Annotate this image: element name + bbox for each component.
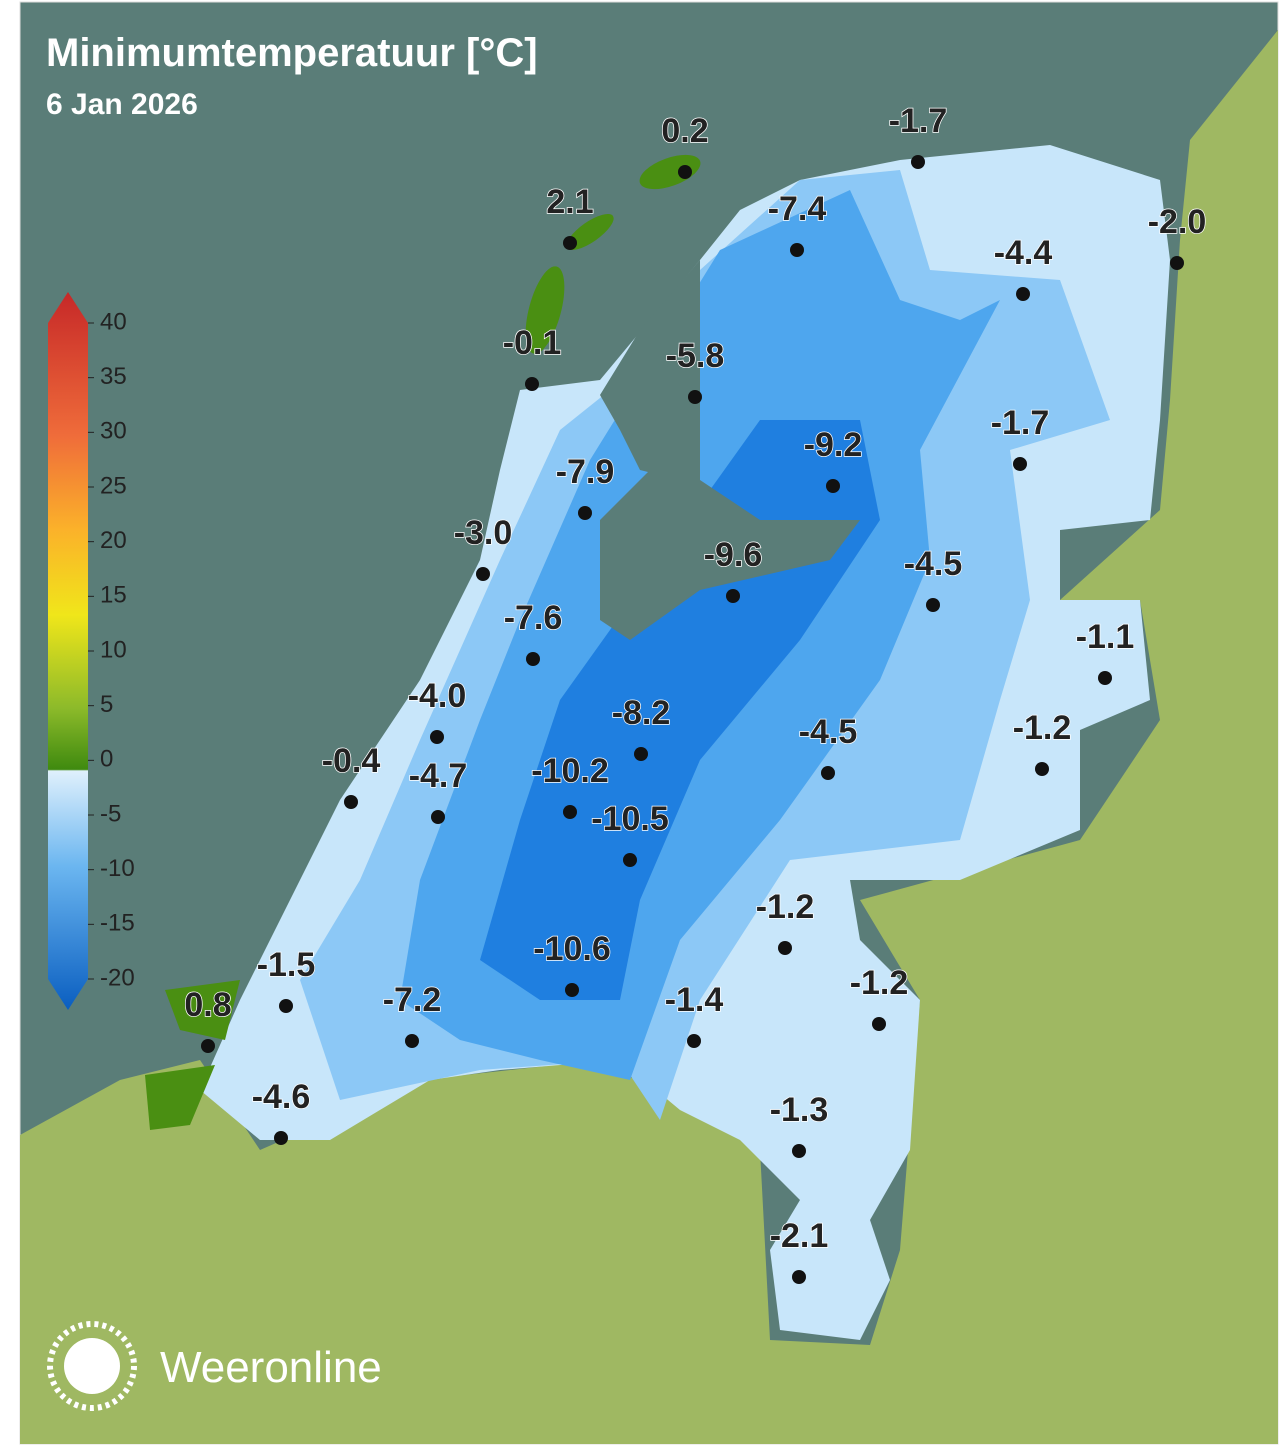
island bbox=[165, 980, 240, 1040]
colorbar-label: 15 bbox=[100, 582, 127, 609]
station-dot bbox=[926, 598, 940, 612]
station-dot bbox=[563, 805, 577, 819]
colorbar-label: 30 bbox=[100, 418, 127, 445]
station-dot bbox=[1098, 671, 1112, 685]
station-dot bbox=[778, 941, 792, 955]
ijsselmeer bbox=[600, 470, 860, 640]
station-value: -10.6 bbox=[533, 930, 611, 968]
station-dot bbox=[726, 589, 740, 603]
station-value: -1.5 bbox=[257, 946, 316, 984]
station-value: 0.2 bbox=[661, 112, 708, 150]
colorbar-label: -20 bbox=[100, 964, 135, 991]
waddenzee bbox=[600, 260, 700, 485]
station-value: -0.4 bbox=[322, 742, 381, 780]
station-value: -7.6 bbox=[504, 599, 563, 637]
station-value: -1.2 bbox=[756, 888, 815, 926]
station-dot bbox=[821, 766, 835, 780]
station-dot bbox=[430, 730, 444, 744]
colorbar-label: 25 bbox=[100, 472, 127, 499]
colorbar-label: 40 bbox=[100, 308, 127, 335]
land bbox=[20, 30, 1278, 1444]
station-dot bbox=[344, 795, 358, 809]
brand: Weeronline bbox=[160, 1343, 382, 1392]
station-value: 0.8 bbox=[184, 986, 231, 1024]
station-dot bbox=[687, 1034, 701, 1048]
station-value: -7.9 bbox=[556, 453, 615, 491]
station-value: -1.7 bbox=[889, 102, 948, 140]
station-value: -10.5 bbox=[591, 800, 669, 838]
station-dot bbox=[431, 810, 445, 824]
station-dot bbox=[792, 1144, 806, 1158]
station-value: -2.1 bbox=[770, 1217, 829, 1255]
station-dot bbox=[565, 983, 579, 997]
colorbar-label: 20 bbox=[100, 527, 127, 554]
station-dot bbox=[678, 165, 692, 179]
island bbox=[566, 213, 614, 251]
colorbar-label: 10 bbox=[100, 636, 127, 663]
station-dot bbox=[623, 853, 637, 867]
station-value: -1.2 bbox=[850, 964, 909, 1002]
station-dot bbox=[1013, 457, 1027, 471]
colorbar-label: -5 bbox=[100, 800, 121, 827]
station-dot bbox=[872, 1017, 886, 1031]
logo: Weeronline bbox=[47, 1321, 382, 1411]
station-value: -1.2 bbox=[1013, 709, 1072, 747]
station-value: -7.4 bbox=[768, 190, 827, 228]
station-value: -1.3 bbox=[770, 1091, 829, 1129]
station-dot bbox=[1035, 762, 1049, 776]
islands bbox=[145, 154, 701, 1130]
station-value: -1.4 bbox=[665, 981, 724, 1019]
station-dot bbox=[525, 377, 539, 391]
station-value: -3.0 bbox=[454, 514, 513, 552]
station-value: -9.6 bbox=[704, 536, 763, 574]
station-dot bbox=[1016, 287, 1030, 301]
island bbox=[145, 1065, 215, 1130]
logo-sun bbox=[64, 1338, 120, 1394]
station-dot bbox=[274, 1131, 288, 1145]
station-value: -10.2 bbox=[531, 752, 609, 790]
map-date: 6 Jan 2026 bbox=[46, 88, 198, 121]
station-value: -2.0 bbox=[1148, 203, 1207, 241]
station-value: -5.8 bbox=[666, 337, 725, 375]
station-value: -4.5 bbox=[799, 713, 858, 751]
station-value: -4.5 bbox=[904, 545, 963, 583]
station-value: -0.1 bbox=[503, 324, 562, 362]
logo-rays bbox=[47, 1321, 137, 1411]
station-value: -4.0 bbox=[408, 677, 467, 715]
island bbox=[525, 266, 565, 354]
station-value: 2.1 bbox=[546, 183, 593, 221]
colorbar bbox=[48, 292, 88, 1010]
station-dot bbox=[634, 747, 648, 761]
station-value: -4.4 bbox=[994, 234, 1053, 272]
map-title: Minimumtemperatuur [°C] bbox=[46, 31, 538, 75]
colorbar-label: -10 bbox=[100, 855, 135, 882]
station-dot bbox=[563, 236, 577, 250]
colorbar-label: 0 bbox=[100, 746, 113, 773]
station-value: -4.7 bbox=[409, 757, 468, 795]
station-dot bbox=[792, 1270, 806, 1284]
colorbar-label: -15 bbox=[100, 910, 135, 937]
station-dot bbox=[279, 999, 293, 1013]
station-dot bbox=[578, 506, 592, 520]
station-dot bbox=[911, 155, 925, 169]
station-dot bbox=[405, 1034, 419, 1048]
station-dot bbox=[826, 479, 840, 493]
station-value: -9.2 bbox=[804, 426, 863, 464]
station-dot bbox=[201, 1039, 215, 1053]
station-value: -4.6 bbox=[252, 1078, 311, 1116]
colorbar-label: 5 bbox=[100, 691, 113, 718]
station-value: -7.2 bbox=[383, 981, 442, 1019]
station-dot bbox=[1170, 256, 1184, 270]
station-dot bbox=[526, 652, 540, 666]
island bbox=[639, 154, 701, 190]
station-dot bbox=[476, 567, 490, 581]
station-value: -1.1 bbox=[1076, 618, 1135, 656]
colorbar-label: 35 bbox=[100, 363, 127, 390]
station-value: -8.2 bbox=[612, 694, 671, 732]
station-dot bbox=[790, 243, 804, 257]
station-value: -1.7 bbox=[991, 404, 1050, 442]
station-dot bbox=[688, 390, 702, 404]
